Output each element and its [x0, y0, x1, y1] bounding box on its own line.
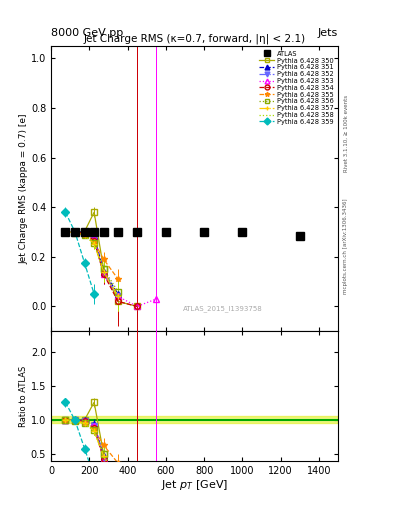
ATLAS [63, 228, 68, 234]
Y-axis label: Ratio to ATLAS: Ratio to ATLAS [19, 366, 28, 426]
ATLAS [92, 228, 97, 234]
Bar [51, 416, 338, 423]
ATLAS [73, 228, 77, 234]
Text: 8000 GeV pp: 8000 GeV pp [51, 28, 123, 38]
Legend: ATLAS, Pythia 6.428 350, Pythia 6.428 351, Pythia 6.428 352, Pythia 6.428 353, P: ATLAS, Pythia 6.428 350, Pythia 6.428 35… [258, 50, 335, 126]
Line: ATLAS: ATLAS [62, 228, 303, 240]
X-axis label: Jet $p_{T}$ [GeV]: Jet $p_{T}$ [GeV] [161, 478, 228, 493]
ATLAS [101, 228, 106, 234]
Text: ATLAS_2015_I1393758: ATLAS_2015_I1393758 [184, 305, 263, 312]
ATLAS [135, 228, 140, 234]
Y-axis label: Jet Charge RMS (kappa = 0.7) [e]: Jet Charge RMS (kappa = 0.7) [e] [19, 113, 28, 264]
ATLAS [298, 232, 302, 239]
ATLAS [82, 228, 87, 234]
Text: Rivet 3.1.10, ≥ 100k events: Rivet 3.1.10, ≥ 100k events [343, 95, 348, 172]
Text: Jets: Jets [318, 28, 338, 38]
Text: mcplots.cern.ch [arXiv:1306.3436]: mcplots.cern.ch [arXiv:1306.3436] [343, 198, 348, 293]
ATLAS [116, 228, 120, 234]
ATLAS [202, 228, 206, 234]
Title: Jet Charge RMS (κ=0.7, forward, |η| < 2.1): Jet Charge RMS (κ=0.7, forward, |η| < 2.… [83, 34, 306, 45]
ATLAS [163, 228, 168, 234]
ATLAS [240, 228, 245, 234]
